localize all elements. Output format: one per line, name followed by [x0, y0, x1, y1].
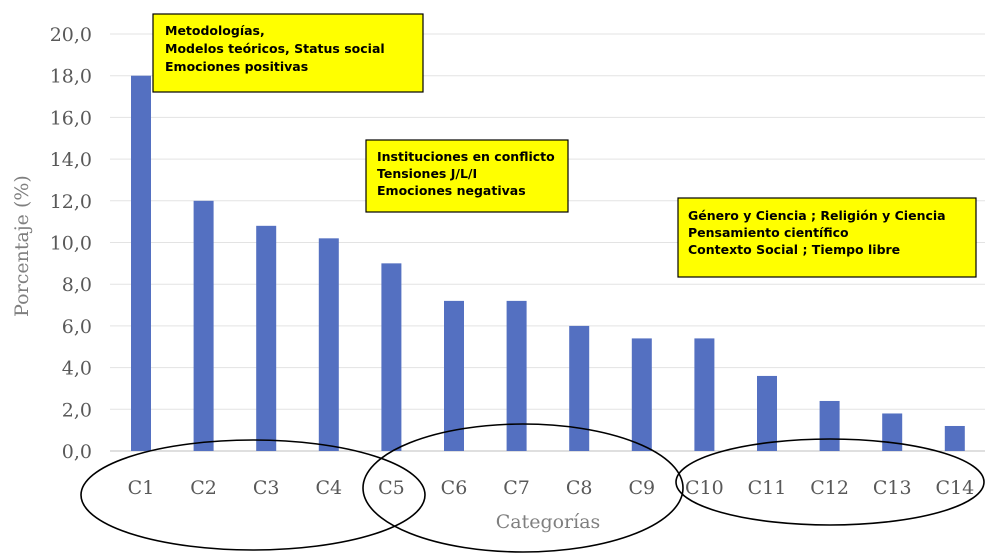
x-axis-ticks: C1 C2 C3 C4 C5 C6 C7 C8 C9 C10 C11 C12 C13 C14 — [128, 477, 974, 499]
annotation-box-2: Instituciones en conflicto Tensiones J/L… — [365, 139, 569, 213]
group-ellipse-3 — [675, 438, 985, 526]
x-tick-label-c2: C2 — [190, 477, 217, 499]
y-axis-ticks: 0,0 2,0 4,0 6,0 8,0 10,0 12,0 14,0 16,0 18,0 20,0 — [50, 24, 92, 463]
y-tick-label: 10,0 — [50, 233, 92, 255]
y-tick-label: 18,0 — [50, 66, 92, 88]
x-tick-label-c12: C12 — [810, 477, 849, 499]
bar-c5 — [381, 263, 402, 451]
x-tick-label-c11: C11 — [748, 477, 787, 499]
annotation-box-1: Metodologías, Modelos teóricos, Status s… — [152, 13, 424, 93]
x-tick-label-c13: C13 — [873, 477, 912, 499]
x-tick-label-c8: C8 — [566, 477, 593, 499]
annotation-3-line-2: Pensamiento científico — [688, 225, 849, 240]
y-tick-label: 8,0 — [62, 274, 92, 296]
bar-c14 — [944, 425, 965, 451]
x-axis-title: Categorías — [496, 511, 601, 533]
x-tick-label-c5: C5 — [378, 477, 405, 499]
bar-c3 — [256, 225, 277, 451]
annotation-1-line-3: Emociones positivas — [165, 59, 308, 74]
x-tick-label-c4: C4 — [315, 477, 342, 499]
group-ellipse-2 — [362, 423, 684, 553]
annotation-2-line-3: Emociones negativas — [377, 183, 526, 198]
y-tick-label: 12,0 — [50, 191, 92, 213]
annotation-2-line-1: Instituciones en conflicto — [377, 149, 555, 164]
bar-c11 — [757, 375, 777, 451]
y-tick-label: 0,0 — [62, 441, 92, 463]
y-tick-label: 2,0 — [62, 399, 92, 421]
bar-c7 — [506, 300, 527, 451]
annotation-1-line-2: Modelos teóricos, Status social — [165, 41, 385, 56]
y-tick-label: 16,0 — [50, 107, 92, 129]
bar-series — [131, 75, 965, 451]
x-tick-label-c7: C7 — [503, 477, 530, 499]
y-tick-label: 14,0 — [50, 149, 92, 171]
bar-c2 — [193, 200, 214, 451]
x-tick-label-c3: C3 — [253, 477, 280, 499]
x-tick-label-c1: C1 — [128, 477, 155, 499]
annotation-3-line-3: Contexto Social ; Tiempo libre — [688, 242, 900, 257]
y-tick-label: 4,0 — [62, 358, 92, 380]
bar-c12 — [819, 400, 840, 451]
bar-c4 — [318, 238, 339, 451]
annotation-1-line-1: Metodologías, — [165, 23, 265, 38]
x-tick-label-c9: C9 — [628, 477, 655, 499]
y-tick-label: 20,0 — [50, 24, 92, 46]
bar-c8 — [569, 325, 590, 451]
bar-c13 — [882, 413, 903, 451]
x-tick-label-c10: C10 — [685, 477, 724, 499]
bar-c1 — [131, 75, 151, 451]
annotation-2-line-2: Tensiones J/L/I — [377, 166, 477, 181]
bar-c9 — [631, 338, 652, 451]
x-tick-label-c6: C6 — [441, 477, 468, 499]
x-tick-label-c14: C14 — [935, 477, 974, 499]
y-axis-title: Porcentaje (%) — [11, 175, 33, 317]
annotation-box-3: Género y Ciencia ; Religión y Ciencia Pe… — [677, 197, 977, 278]
annotation-3-line-1: Género y Ciencia ; Religión y Ciencia — [688, 208, 946, 223]
y-tick-label: 6,0 — [62, 316, 92, 338]
bar-c10 — [694, 338, 715, 451]
bar-c6 — [444, 300, 464, 451]
group-ellipse-1 — [80, 439, 426, 551]
